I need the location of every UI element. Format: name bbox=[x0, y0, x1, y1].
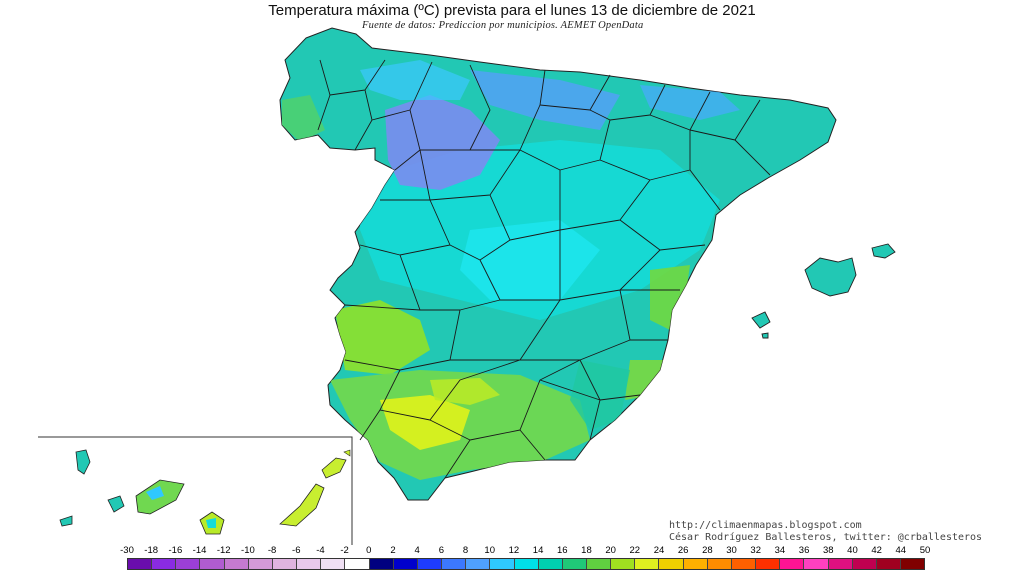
legend-tick-label: 16 bbox=[556, 545, 568, 556]
legend-swatch bbox=[490, 559, 515, 569]
legend-tick-label: 8 bbox=[462, 545, 469, 556]
legend-tick-label: -8 bbox=[267, 545, 277, 556]
legend-tick-label: -2 bbox=[340, 545, 349, 556]
legend-tick-label: 34 bbox=[774, 545, 786, 556]
legend-swatch bbox=[901, 559, 925, 569]
legend-swatch bbox=[176, 559, 201, 569]
legend-swatch bbox=[586, 559, 612, 569]
legend-swatch bbox=[538, 559, 563, 569]
legend-tick-label: 14 bbox=[532, 545, 544, 556]
legend-tick-label: 38 bbox=[822, 545, 834, 556]
legend-tick-label: 24 bbox=[653, 545, 665, 556]
legend-swatch bbox=[345, 559, 370, 569]
legend-swatch bbox=[780, 559, 805, 569]
legend-swatch bbox=[369, 559, 394, 569]
legend-swatch bbox=[200, 559, 225, 569]
legend-tick-label: 50 bbox=[919, 545, 931, 556]
legend-swatch bbox=[514, 559, 539, 569]
province-boundaries bbox=[317, 59, 771, 479]
canarias-inset bbox=[38, 436, 353, 545]
legend-swatch bbox=[466, 559, 491, 569]
legend-swatch bbox=[442, 559, 467, 569]
map-subtitle: Fuente de datos: Prediccion por municipi… bbox=[362, 20, 644, 31]
legend-tick-label: 36 bbox=[798, 545, 810, 556]
map-title: Temperatura máxima (ºC) prevista para el… bbox=[268, 2, 756, 19]
legend-swatch bbox=[417, 559, 443, 569]
legend-swatch bbox=[707, 559, 732, 569]
legend-swatch bbox=[828, 559, 853, 569]
legend-tick-label: 20 bbox=[605, 545, 616, 556]
legend-swatch bbox=[248, 559, 273, 569]
legend-swatch bbox=[128, 559, 153, 569]
legend-tick-label: 32 bbox=[750, 545, 762, 556]
legend-tick-label: 0 bbox=[366, 545, 372, 556]
legend-tick-label: 2 bbox=[390, 545, 396, 556]
legend-tick-label: 30 bbox=[726, 545, 737, 556]
legend-tick-label: 22 bbox=[629, 545, 641, 556]
legend-tick-label: -14 bbox=[192, 545, 207, 556]
legend-tick-label: 26 bbox=[677, 545, 689, 556]
legend-swatch bbox=[224, 559, 249, 569]
legend-tick-label: 12 bbox=[508, 545, 520, 556]
legend-tick-label: 6 bbox=[438, 545, 445, 556]
legend-swatch bbox=[756, 559, 781, 569]
legend-swatch bbox=[321, 559, 346, 569]
legend-swatch bbox=[297, 559, 322, 569]
legend-swatch bbox=[611, 559, 636, 569]
legend-swatch bbox=[393, 559, 418, 569]
legend-swatch bbox=[852, 559, 877, 569]
legend-swatch bbox=[635, 559, 660, 569]
author-text: César Rodríguez Ballesteros, twitter: @c… bbox=[669, 532, 983, 543]
legend-tick-label: -4 bbox=[316, 545, 325, 556]
legend-tick-label: -16 bbox=[168, 545, 183, 556]
legend-tick-label: 28 bbox=[702, 545, 713, 556]
legend-tick-label: 18 bbox=[581, 545, 592, 556]
legend-swatch bbox=[272, 559, 298, 569]
legend-tick-label: 42 bbox=[871, 545, 882, 556]
legend-tick-label: -18 bbox=[144, 545, 159, 556]
legend-swatch bbox=[683, 559, 708, 569]
legend-swatch bbox=[659, 559, 684, 569]
legend-swatch bbox=[804, 559, 829, 569]
legend-tick-label: 10 bbox=[484, 545, 496, 556]
legend-tick-label: 40 bbox=[847, 545, 858, 556]
legend-tick-label: 4 bbox=[414, 545, 420, 556]
legend-swatch bbox=[876, 559, 901, 569]
baleares-islands bbox=[751, 243, 896, 339]
legend-tick-label: -6 bbox=[292, 545, 301, 556]
legend-tick-label: -10 bbox=[241, 545, 255, 556]
legend-tick-label: -12 bbox=[216, 545, 231, 556]
legend-swatch bbox=[731, 559, 757, 569]
legend-swatch bbox=[562, 559, 587, 569]
blog-link-text: http://climaenmapas.blogspot.com bbox=[669, 520, 862, 531]
legend-color-bar bbox=[127, 558, 925, 570]
legend-tick-label: 44 bbox=[895, 545, 907, 556]
legend-tick-label: -30 bbox=[120, 545, 134, 556]
legend-swatch bbox=[152, 559, 177, 569]
credits: http://climaenmapas.blogspot.com César R… bbox=[669, 520, 982, 544]
